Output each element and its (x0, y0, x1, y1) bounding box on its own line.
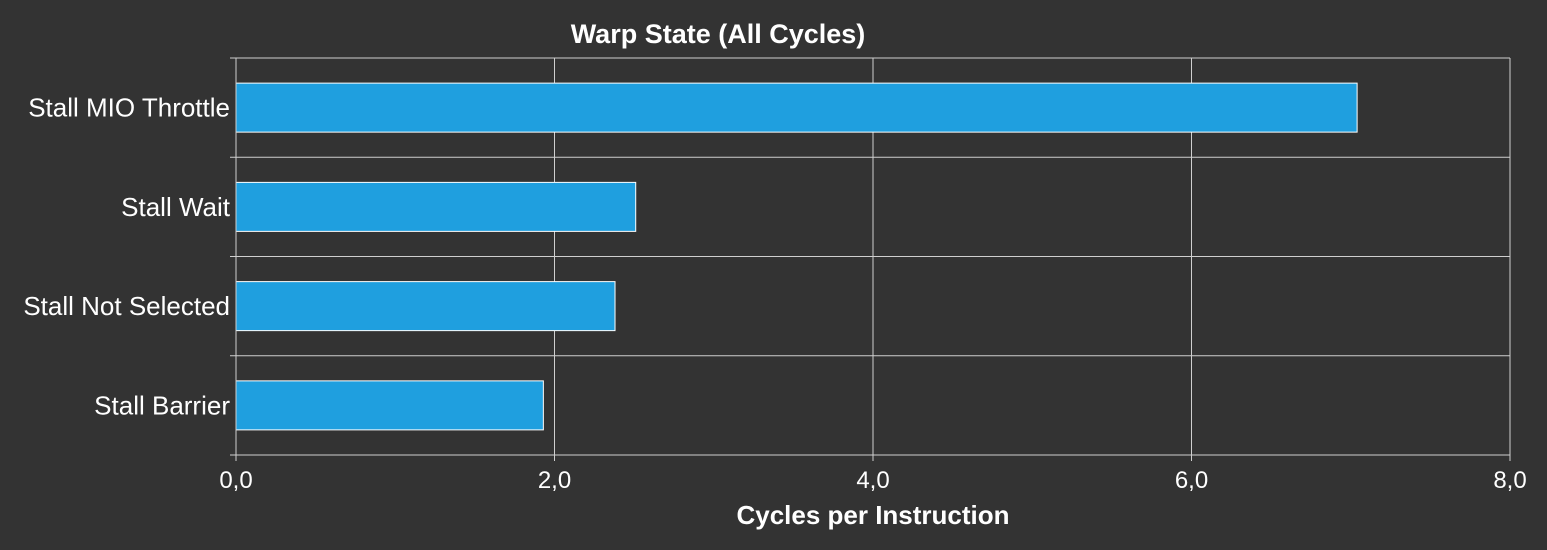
x-tick-label: 4,0 (856, 467, 889, 494)
x-tick-label: 2,0 (538, 467, 571, 494)
bar (235, 281, 616, 332)
bar (235, 181, 637, 232)
bar (235, 380, 544, 431)
x-tick-labels: 0,0 2,0 4,0 6,0 8,0 (219, 467, 1526, 494)
x-tick-label: 8,0 (1493, 467, 1526, 494)
category-labels: Stall MIO Throttle Stall Wait Stall Not Se… (23, 93, 230, 421)
x-axis-title: Cycles per Instruction (736, 500, 1009, 530)
axes (230, 57, 1511, 461)
chart-title: Warp State (All Cycles) (571, 19, 866, 49)
category-label: Stall MIO Throttle (28, 93, 230, 123)
x-tick-label: 0,0 (219, 467, 252, 494)
bar (235, 82, 1358, 133)
bars (235, 82, 1358, 431)
category-label: Stall Barrier (94, 390, 230, 420)
category-label: Stall Wait (121, 192, 231, 222)
category-label: Stall Not Selected (23, 291, 230, 321)
x-tick-label: 6,0 (1175, 467, 1208, 494)
